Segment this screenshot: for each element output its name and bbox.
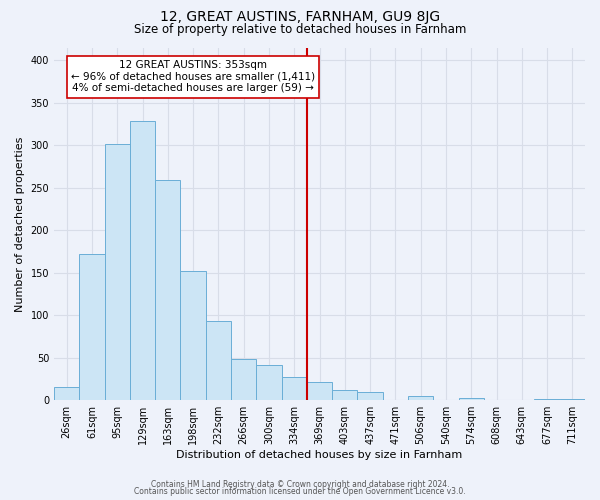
Bar (181, 271, 206, 400)
Text: 12 GREAT AUSTINS: 353sqm
← 96% of detached houses are smaller (1,411)
4% of semi: 12 GREAT AUSTINS: 353sqm ← 96% of detach… (71, 60, 315, 94)
Bar (332, 390, 358, 400)
Bar (358, 392, 383, 400)
Text: 12, GREAT AUSTINS, FARNHAM, GU9 8JG: 12, GREAT AUSTINS, FARNHAM, GU9 8JG (160, 10, 440, 24)
Bar (206, 321, 231, 400)
Bar (79, 254, 104, 400)
Bar (408, 396, 433, 400)
Bar (458, 398, 484, 400)
Bar (307, 382, 332, 400)
Bar (535, 398, 560, 400)
X-axis label: Distribution of detached houses by size in Farnham: Distribution of detached houses by size … (176, 450, 463, 460)
Bar (155, 180, 181, 400)
Bar (54, 388, 79, 400)
Text: Contains HM Land Registry data © Crown copyright and database right 2024.: Contains HM Land Registry data © Crown c… (151, 480, 449, 489)
Bar (281, 378, 307, 400)
Bar (560, 398, 585, 400)
Bar (231, 360, 256, 400)
Bar (104, 144, 130, 400)
Y-axis label: Number of detached properties: Number of detached properties (15, 136, 25, 312)
Bar (130, 120, 155, 400)
Bar (256, 366, 281, 400)
Text: Size of property relative to detached houses in Farnham: Size of property relative to detached ho… (134, 22, 466, 36)
Text: Contains public sector information licensed under the Open Government Licence v3: Contains public sector information licen… (134, 487, 466, 496)
